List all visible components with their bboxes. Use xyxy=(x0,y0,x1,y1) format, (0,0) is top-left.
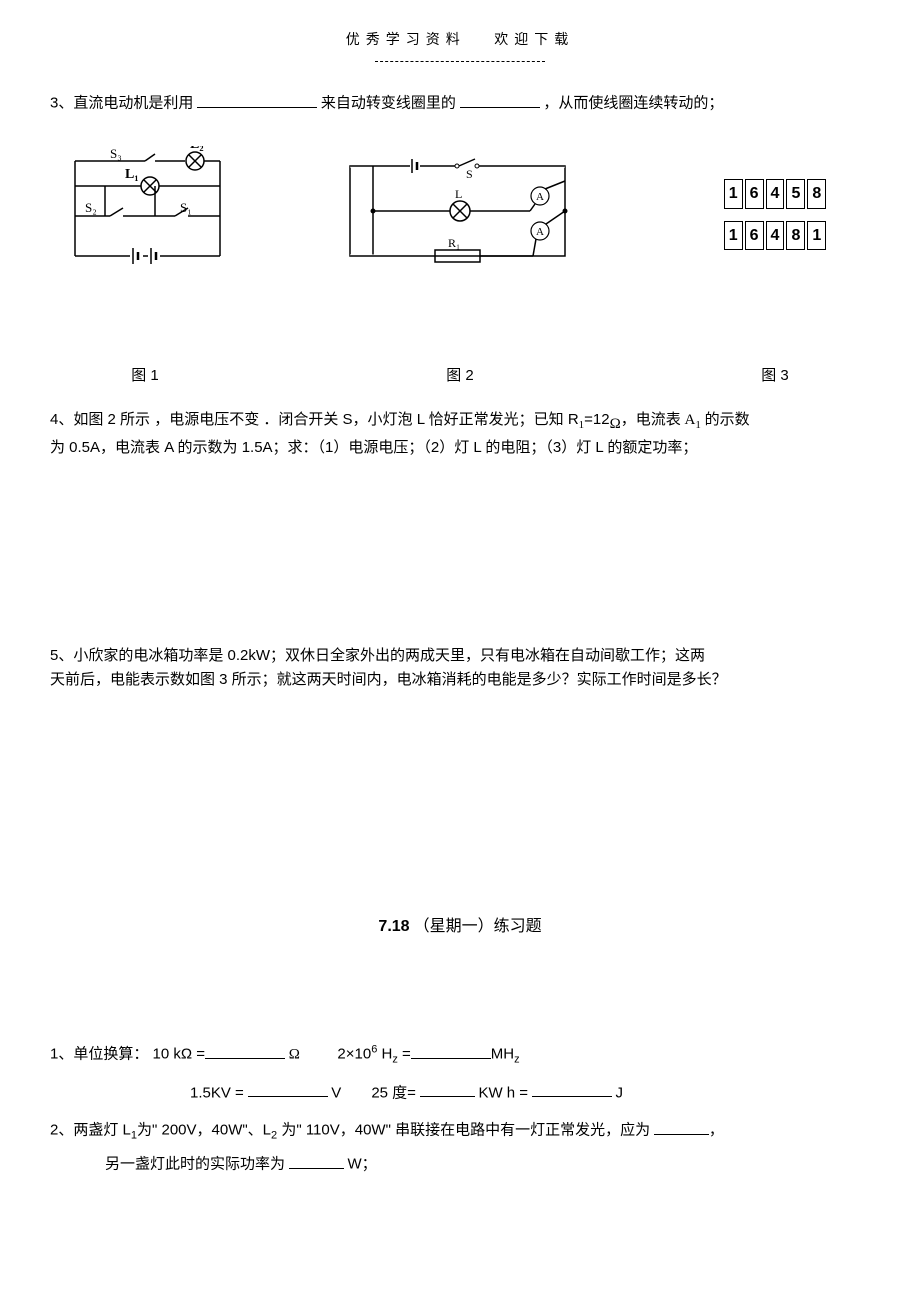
section-heading: 7.18 （星期一）练习题 xyxy=(50,914,870,940)
svg-text:S₁: S₁ xyxy=(180,200,192,215)
svg-text:L₂: L₂ xyxy=(190,146,204,152)
question-4: 4、如图 2 所示 ，电源电压不变 ．闭合开关 S，小灯泡 L 恰好正常发光；已… xyxy=(50,408,870,460)
figure-labels: 图 1 图 2 图 3 xyxy=(50,364,870,388)
blank-input[interactable] xyxy=(460,90,540,108)
blank-input[interactable] xyxy=(197,90,317,108)
blank-input[interactable] xyxy=(411,1041,491,1059)
svg-text:A: A xyxy=(536,226,544,238)
blank-input[interactable] xyxy=(532,1080,612,1098)
svg-text:A: A xyxy=(536,191,544,203)
meter-row-2: 16481 xyxy=(680,221,870,251)
question-2: 2、两盏灯 L1为" 200V，40W"、L2 为" 110V，40W" 串联接… xyxy=(50,1117,870,1177)
figure-3: 16458 16481 xyxy=(680,176,870,253)
blank-input[interactable] xyxy=(420,1080,475,1098)
question-5: 5、小欣家的电冰箱功率是 0.2kW；双休日全家外出的两成天里，只有电冰箱在自动… xyxy=(50,644,870,692)
svg-text:L: L xyxy=(455,187,462,201)
figure-1: S₃ L₂ L₁ S₂ xyxy=(50,146,240,284)
question-1: 1、单位换算： 10 kΩ = Ω 2×106 Hz =MHz 1.5KV = … xyxy=(50,1041,870,1105)
figures-row: S₃ L₂ L₁ S₂ xyxy=(50,146,870,284)
figure-2: S L A R₁ A xyxy=(340,156,580,274)
blank-input[interactable] xyxy=(205,1041,285,1059)
blank-input[interactable] xyxy=(289,1151,344,1169)
svg-text:R₁: R₁ xyxy=(448,236,460,250)
meter-row-1: 16458 xyxy=(680,179,870,209)
blank-input[interactable] xyxy=(654,1117,709,1135)
svg-text:S₃: S₃ xyxy=(110,146,122,161)
svg-text:S₂: S₂ xyxy=(85,200,97,215)
question-3: 3、直流电动机是利用 来自动转变线圈里的 ，从而使线圈连续转动的； xyxy=(50,90,870,116)
svg-text:L₁: L₁ xyxy=(125,167,139,182)
svg-text:S: S xyxy=(466,167,473,181)
header-underline xyxy=(50,46,870,70)
blank-input[interactable] xyxy=(248,1080,328,1098)
